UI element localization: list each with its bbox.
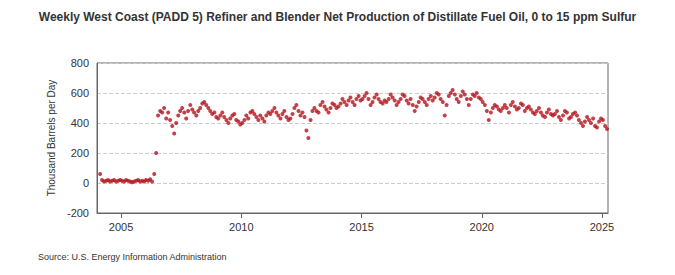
svg-text:2005: 2005 — [109, 221, 133, 233]
svg-text:Source: U.S. Energy Informatio: Source: U.S. Energy Information Administ… — [38, 252, 227, 262]
svg-text:600: 600 — [71, 87, 89, 99]
svg-text:2020: 2020 — [470, 221, 494, 233]
svg-text:-200: -200 — [67, 207, 89, 219]
svg-text:Thousand Barrels per Day: Thousand Barrels per Day — [46, 80, 57, 197]
svg-text:400: 400 — [71, 117, 89, 129]
svg-text:2025: 2025 — [590, 221, 614, 233]
svg-text:2010: 2010 — [229, 221, 253, 233]
svg-text:800: 800 — [71, 57, 89, 69]
svg-text:2015: 2015 — [349, 221, 373, 233]
svg-text:Weekly West Coast (PADD 5) Ref: Weekly West Coast (PADD 5) Refiner and B… — [39, 10, 637, 24]
svg-text:0: 0 — [83, 177, 89, 189]
svg-text:200: 200 — [71, 147, 89, 159]
